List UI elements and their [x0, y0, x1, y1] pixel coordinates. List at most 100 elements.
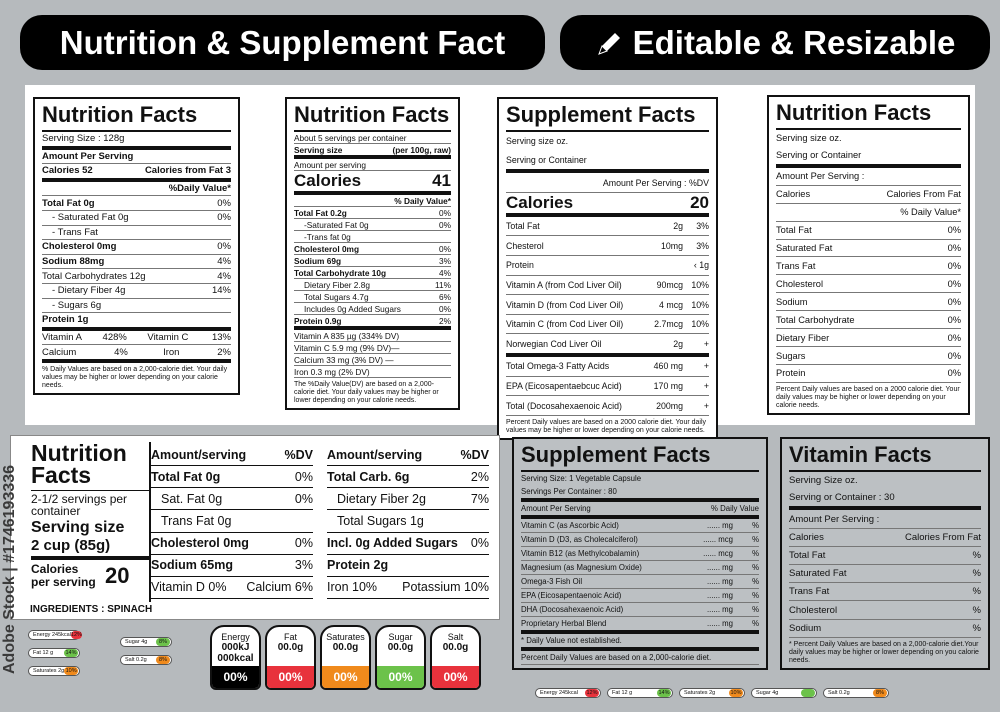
pill-pct: 14%	[657, 689, 671, 697]
label-cell: About 5 servings per container	[294, 132, 407, 143]
label-row: Protein 0.9g 2%	[294, 315, 451, 330]
label-note: Percent Daily values are based on a 2000…	[776, 385, 960, 409]
label-panel: Nutrition Facts Serving size oz. Serving o…	[767, 95, 970, 415]
label-row: Calcium 33 mg (3% DV) —	[294, 354, 451, 366]
label-cell: %	[752, 535, 759, 544]
label-cell: 14%	[211, 285, 231, 297]
label-cell: Saturated Fat	[776, 242, 833, 253]
wide-title: Nutrition Facts	[31, 440, 127, 488]
pill-pct: 10%	[729, 689, 743, 697]
label-note: % Daily Values are based on a 2,000-calo…	[42, 365, 228, 389]
pill-text: Fat 12 g	[33, 650, 54, 656]
wide-cell: 0%	[294, 469, 313, 484]
label-row: Total Omega-3 Fatty Acids 460 mg +	[506, 357, 709, 377]
wide-cell: Amount/serving	[151, 447, 247, 462]
label-cell: %	[752, 605, 759, 614]
label-row: Trans Fat%	[789, 583, 981, 602]
label-row: Serving or Container	[506, 151, 709, 174]
label-rows: Serving size oz. Serving or Container Amou…	[506, 132, 709, 416]
label-row: Calories 52 Calories from Fat 3	[42, 164, 231, 182]
label-cell: Amount Per Serving	[42, 150, 134, 162]
label-row: Vitamin A 835 µg (334% DV)	[294, 330, 451, 342]
label-title: Vitamin Facts	[789, 442, 981, 472]
wide-cell: 3%	[294, 558, 313, 573]
label-row: Calories Calories From Fat	[789, 529, 981, 547]
label-cell: Cholesterol	[776, 278, 824, 289]
label-cell: Protein 0.9g	[294, 315, 342, 326]
label-row: Norwegian Cod Liver Oil 2g +	[506, 334, 709, 358]
wide-row: Trans Fat 0g	[151, 510, 313, 533]
label-cell: ‹ 1g	[693, 260, 709, 271]
pill: Fat 12 g 14%	[28, 648, 80, 658]
label-cell: 0%	[439, 219, 451, 230]
label-row: Sodium 69g 3%	[294, 255, 451, 267]
label-cell: Protein	[506, 260, 534, 271]
label-row: Total Carbohydrates 12g 4%	[42, 269, 231, 284]
pill: Salt 0.2g 8%	[120, 655, 172, 665]
label-cell: 13%	[211, 332, 231, 344]
label-cell: 200mg	[656, 400, 683, 411]
label-cell: Protein 1g	[42, 314, 89, 326]
wide-row: Total Sugars 1g	[327, 510, 489, 533]
tile-name: Saturates	[326, 632, 365, 642]
wide-row: Cholesterol 0mg 0%	[151, 533, 313, 555]
label-row: Saturated Fat%	[789, 565, 981, 584]
label-row: Total Fat 0g 0%	[42, 196, 231, 211]
pill-text: Salt 0.2g	[828, 690, 850, 696]
label-cell: 170 mg	[653, 381, 683, 391]
label-cell: %	[752, 549, 759, 558]
label-row: Sodium 0%	[776, 293, 961, 312]
label-cell: Serving or Container	[776, 150, 862, 161]
label-row: Vitamin B12 (as Methylcobalamin) ...... m…	[521, 547, 759, 561]
label-cell: Vitamin C 5.9 mg (9% DV)—	[294, 342, 400, 353]
label-cell: - Trans Fat	[52, 226, 98, 238]
label-row: Serving size oz.	[776, 130, 961, 147]
gda-tile: Salt 00.0g 00%	[430, 625, 481, 690]
label-cell: Calories	[294, 171, 362, 190]
label-cell: Vitamin A (from Cod Liver Oil)	[506, 279, 622, 290]
pill-pct: 12%	[70, 631, 82, 639]
label-cell: Magnesium (as Magnesium Oxide)	[521, 563, 642, 572]
tile-amount: 00.0g	[277, 642, 304, 653]
tile-pct: 00%	[212, 666, 259, 688]
label-cell: %	[972, 604, 981, 616]
pill-text: Salt 0.2g	[125, 657, 147, 663]
label-cell: Proprietary Herbal Blend	[521, 619, 607, 628]
label-cell: Total Carbohydrate	[776, 314, 855, 325]
label-cell: 3%	[696, 221, 709, 232]
label-cell: Calcium 33 mg (3% DV) —	[294, 354, 394, 365]
wide-row: Total Fat 0g 0%	[151, 466, 313, 489]
label-cell: 10mg	[660, 240, 683, 251]
label-title: Nutrition Facts	[42, 102, 231, 132]
label-cell: %	[972, 622, 981, 634]
label-cell: 2.7mcg	[654, 319, 683, 330]
label-cell: %	[752, 619, 759, 628]
ingredients: INGREDIENTS : SPINACH	[30, 604, 153, 615]
label-cell: +	[703, 400, 709, 411]
label-panel: Nutrition Facts Serving Size : 128g Amount…	[33, 97, 240, 395]
label-cell: ...... mg	[707, 605, 733, 614]
calories-label: Calories per serving	[31, 562, 96, 589]
label-cell: 6%	[439, 291, 451, 302]
label-cell: Protein	[776, 368, 806, 379]
label-row: Chesterol 10mg 3%	[506, 236, 709, 257]
watermark: Adobe Stock | #1746193336	[1, 464, 18, 674]
label-row: About 5 servings per container	[294, 132, 451, 144]
tile-name: Fat	[283, 632, 297, 642]
wide-row: Sat. Fat 0g 0%	[151, 488, 313, 511]
pill-pct: 14%	[64, 649, 78, 657]
label-row: Amount Per Serving % Daily Value	[521, 502, 759, 519]
label-row: Vitamin D (D3, as Cholecalciferol)......…	[521, 533, 759, 547]
wide-row: Incl. 0g Added Sugars 0%	[327, 533, 489, 555]
label-cell: Calories From Fat	[886, 189, 961, 200]
label-cell: 3%	[696, 240, 709, 251]
tile-amount: 00.0g	[332, 642, 359, 653]
label-rows: Serving Size : 128g Amount Per Serving Cal…	[42, 132, 231, 363]
label-cell: 0%	[217, 197, 231, 209]
pill-pct: 10%	[64, 667, 78, 675]
banner-right: Editable & Resizable	[560, 15, 990, 70]
label-row: Sodium%	[789, 620, 981, 638]
label-row: Saturated Fat 0%	[776, 240, 961, 258]
wide-cell: Amount/serving	[327, 447, 423, 462]
wide-row: Amount/serving %DV	[327, 444, 489, 467]
